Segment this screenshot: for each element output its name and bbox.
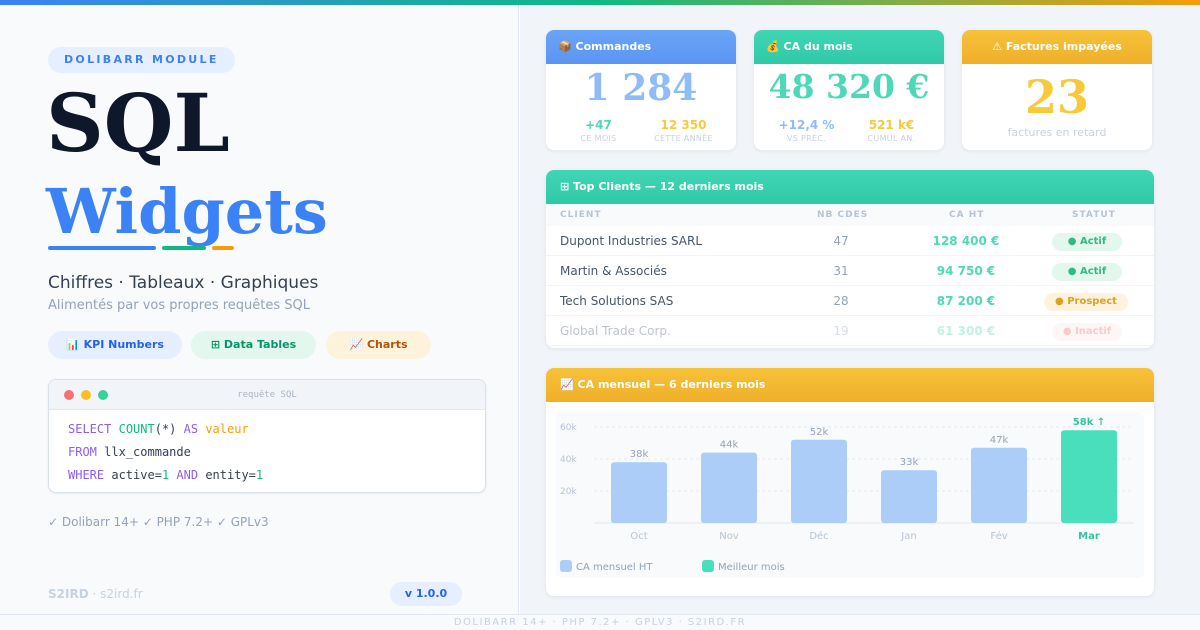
y-tick-label: 40k [560,455,577,465]
table-row: Tech Solutions SAS 28 87 200 € ● Prospec… [546,286,1154,316]
code-line-select: SELECT COUNT(*) AS valeur [68,422,249,436]
kpi-sub-variation: +12,4 % VS PRÉC. [778,118,835,143]
title-sql: SQL [46,76,230,170]
x-tick-label: Oct [630,531,647,542]
title-widgets: Widgets [46,175,328,248]
brand-name: S2IRD [48,587,89,601]
table-row: Global Trade Corp. 19 61 300 € ● Inactif [546,316,1154,346]
subtitle-description: Alimentés par vos propres requêtes SQL [48,298,311,313]
sql-code-window: requête SQL SELECT COUNT(*) AS valeur FR… [48,379,486,493]
module-badge: DOLIBARR MODULE [48,47,235,73]
kpi-sub-year: 12 350 CETTE ANNÉE [654,118,713,143]
bar-value-label: 38k [630,449,649,460]
code-window-title: requête SQL [237,390,297,400]
chart-area: 20k 40k 60k 38k Oct 44k Nov 52k Déc 33k Jan 47k Fév 5… [556,412,1144,578]
bar-oct [611,462,667,523]
bar-mar [1061,430,1117,523]
bar-chart: 20k 40k 60k 38k Oct 44k Nov 52k Déc 33k Jan 47k Fév 5… [560,417,1134,542]
code-line-where: WHERE active=1 AND entity=1 [68,468,264,482]
bar-value-label: 44k [720,440,739,451]
bar-value-label: 33k [900,457,919,468]
kpi-value: 48 320 € [768,67,930,106]
feature-data-tables: ⊞ Data Tables [191,331,316,359]
status-badge: ● Inactif [1052,323,1122,341]
code-line-from: FROM llx_commande [68,445,191,459]
top-clients-table: ⊞ Top Clients — 12 derniers mois CLIENT … [546,170,1154,348]
table-title: ⊞ Top Clients — 12 derniers mois [546,170,1154,204]
table-header-row: CLIENT NB CDES CA HT STATUT [546,204,1154,226]
column-header-ca-ht: CA HT [949,210,985,220]
bar-jan [881,470,937,523]
x-tick-label: Nov [719,531,739,542]
kpi-card-ca-mois: 💰 CA du mois 48 320 € +12,4 % VS PRÉC. 5… [754,30,944,150]
kpi-card-commandes: 📦 Commandes 1 284 +47 CE MOIS 12 350 CET… [546,30,736,150]
column-header-statut: STATUT [1072,210,1116,220]
kpi-caption: factures en retard [1007,126,1107,139]
bar-nov [701,452,757,523]
kpi-value: 23 [1024,70,1089,124]
subtitle: Chiffres · Tableaux · Graphiques [48,273,319,293]
table-row: Dupont Industries SARL 47 128 400 € ● Ac… [546,226,1154,256]
accent-underline-orange [212,246,234,250]
x-tick-label: Jan [900,531,916,542]
bar-value-label: 52k [810,427,829,438]
y-tick-label: 60k [560,423,577,433]
kpi-card-factures-impayees: ⚠ Factures impayées 23 factures en retar… [962,30,1152,150]
kpi-sub-month: +47 CE MOIS [580,118,617,143]
kpi-title: 💰 CA du mois [754,30,944,64]
hero-panel: DOLIBARR MODULE SQL Widgets Chiffres · T… [0,5,519,614]
brand-line: S2IRD · s2ird.fr [48,587,143,601]
x-tick-label: Déc [809,530,828,542]
code-window-titlebar: requête SQL [49,380,485,410]
kpi-value: 1 284 [584,67,698,109]
status-badge: ● Prospect [1044,293,1128,311]
y-tick-label: 20k [560,487,577,497]
x-tick-label: Mar [1078,531,1100,542]
table-row: Martin & Associés 31 94 750 € ● Actif [546,256,1154,286]
status-badge: ● Actif [1052,233,1122,251]
bar-déc [791,439,847,523]
monthly-revenue-chart-card: 📈 CA mensuel — 6 derniers mois 20k 40k 60k… [546,368,1154,596]
bar-value-label: 58k ↑ [1073,417,1105,428]
version-badge: v 1.0.0 [390,582,462,606]
legend-item-meilleur-mois: Meilleur mois [702,560,785,575]
status-badge: ● Actif [1052,263,1122,281]
brand-site: s2ird.fr [100,587,143,601]
maximize-dot-icon [98,390,108,400]
column-header-nb-cdes: NB CDES [817,210,869,220]
footer-bar: DOLIBARR 14+ · PHP 7.2+ · GPLV3 · S2IRD.… [0,614,1200,630]
bar-value-label: 47k [990,435,1009,446]
gradient-top-bar [0,0,1200,5]
chart-title: 📈 CA mensuel — 6 derniers mois [546,368,1154,402]
x-tick-label: Fév [990,530,1007,542]
accent-underline-green [162,246,206,250]
kpi-title: ⚠ Factures impayées [962,30,1152,64]
column-header-client: CLIENT [560,210,602,220]
code-body: SELECT COUNT(*) AS valeur FROM llx_comma… [49,410,485,487]
dashboard-panel: 📦 Commandes 1 284 +47 CE MOIS 12 350 CET… [520,5,1200,614]
kpi-title: 📦 Commandes [546,30,736,64]
feature-kpi-numbers: 📊 KPI Numbers [48,331,182,359]
compatibility-line: ✓ Dolibarr 14+ ✓ PHP 7.2+ ✓ GPLv3 [48,515,269,529]
accent-underline-blue [48,246,156,250]
minimize-dot-icon [81,390,91,400]
legend-item-ca-mensuel: CA mensuel HT [560,560,653,575]
feature-charts: 📈 Charts [326,331,431,359]
bar-fév [971,447,1027,523]
kpi-sub-cumul: 521 k€ CUMUL AN. [867,118,916,143]
close-dot-icon [64,390,74,400]
